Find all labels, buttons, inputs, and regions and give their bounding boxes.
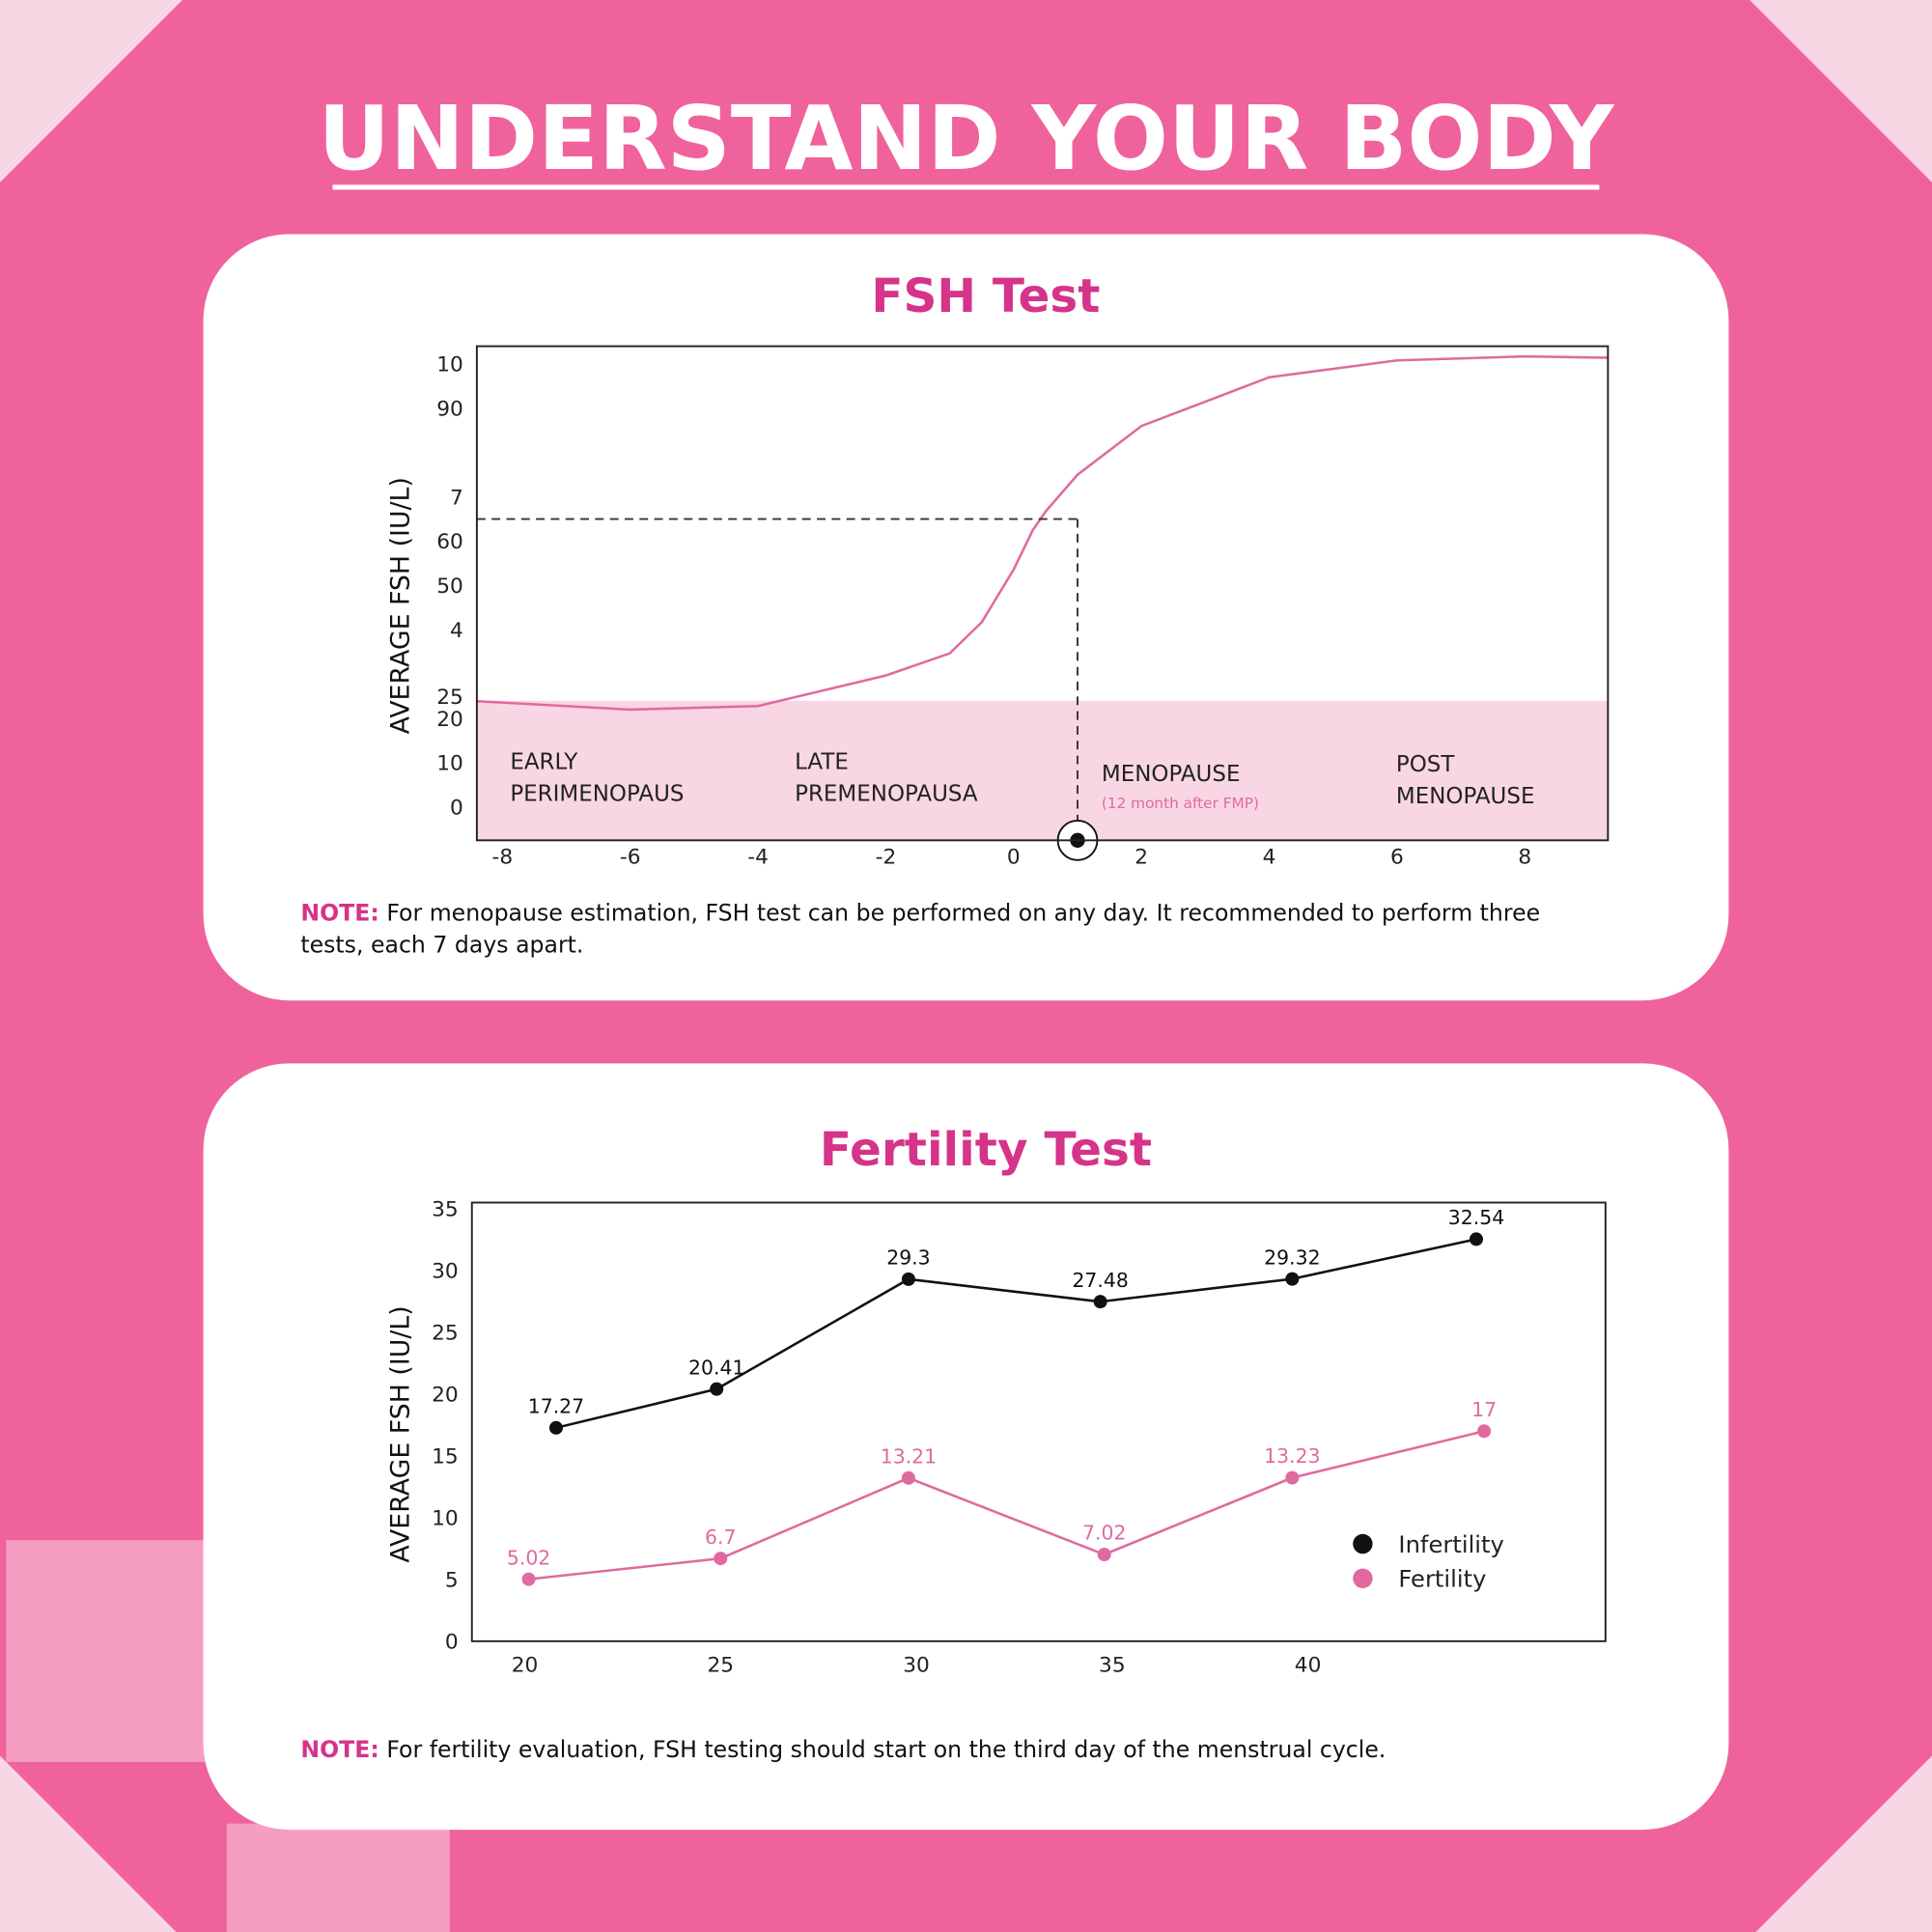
x-tick-label: 30 [903, 1654, 930, 1678]
y-tick-label: 30 [432, 1260, 459, 1284]
y-tick-label: 90 [436, 398, 463, 422]
note-label: NOTE: [300, 899, 378, 926]
value-label: 20.41 [688, 1356, 744, 1379]
point [548, 1420, 563, 1435]
y-tick-label: 10 [432, 1507, 459, 1531]
y-tick-label: 0 [445, 1630, 459, 1654]
point [901, 1272, 915, 1286]
fsh-curve [476, 354, 1609, 712]
note-text: For menopause estimation, FSH test can b… [386, 899, 1540, 926]
x-tick-label: 25 [707, 1654, 734, 1678]
x-tick-label: 20 [512, 1654, 539, 1678]
band [476, 700, 1609, 841]
decor-square [6, 1540, 210, 1762]
card [203, 234, 1729, 1001]
chart-title: FSH Test [871, 269, 1100, 323]
region-label: PERIMENOPAUS [510, 781, 684, 806]
point [1477, 1424, 1492, 1439]
value-label: 27.48 [1072, 1269, 1128, 1292]
region-label: MENOPAUSE [1396, 784, 1535, 809]
x-tick-label: 0 [1007, 846, 1021, 870]
point [1097, 1547, 1111, 1562]
y-tick-label: 15 [432, 1445, 459, 1470]
card [203, 1063, 1729, 1831]
value-label: 29.3 [886, 1246, 930, 1270]
y-tick-label: 0 [450, 797, 463, 821]
legend-marker [1353, 1568, 1373, 1588]
value-label: 29.32 [1264, 1246, 1320, 1269]
note-text: tests, each 7 days apart. [300, 931, 583, 958]
y-tick-label: 25 [436, 686, 463, 710]
chart-title: Fertility Test [820, 1123, 1152, 1177]
x-tick-label: 6 [1390, 846, 1404, 870]
note-gap [379, 1736, 387, 1763]
y-axis-label: AVERAGE FSH (IU/L) [386, 1305, 416, 1562]
region-label: LATE [795, 749, 849, 774]
x-tick-label: -8 [492, 846, 514, 870]
decor-square [226, 1823, 450, 1932]
point [521, 1572, 536, 1586]
y-tick-label: 20 [436, 708, 463, 732]
point [710, 1382, 724, 1396]
point [901, 1470, 915, 1485]
y-tick-label: 10 [436, 752, 463, 776]
y-tick-label: 10 [436, 353, 463, 378]
value-label: 13.21 [881, 1444, 937, 1468]
x-tick-label: -4 [747, 846, 769, 870]
x-tick-label: 40 [1295, 1654, 1322, 1678]
plot-frame [475, 345, 1610, 842]
y-tick-label: 50 [436, 574, 463, 599]
value-label: 13.23 [1264, 1444, 1320, 1468]
note: NOTE: For menopause estimation, FSH test… [300, 899, 1540, 926]
series-line [555, 1238, 1477, 1430]
point [1093, 1295, 1107, 1309]
corner [0, 1755, 177, 1932]
value-label: 17 [1471, 1398, 1497, 1421]
value-label: 5.02 [507, 1546, 550, 1569]
point [1285, 1272, 1300, 1286]
y-tick-label: 25 [432, 1322, 459, 1346]
x-tick-label: -2 [876, 846, 897, 870]
y-tick-label: 7 [450, 486, 463, 510]
point [1469, 1232, 1484, 1246]
legend-marker [1353, 1533, 1373, 1554]
region-label: POST [1396, 752, 1456, 777]
y-tick-label: 4 [450, 619, 463, 643]
y-tick-label: 20 [432, 1384, 459, 1408]
page-title: UNDERSTAND YOUR BODY [318, 87, 1615, 190]
region-label: MENOPAUSE [1102, 762, 1241, 787]
y-tick-label: 60 [436, 530, 463, 554]
x-tick-label: 2 [1134, 846, 1148, 870]
value-label: 7.02 [1082, 1522, 1126, 1545]
region-label: PREMENOPAUSA [795, 781, 978, 806]
point [1285, 1470, 1300, 1485]
point [714, 1552, 728, 1566]
x-tick-label: 35 [1099, 1654, 1126, 1678]
region-note: (12 month after FMP) [1102, 795, 1259, 812]
y-tick-label: 5 [445, 1568, 459, 1592]
x-tick-label: -6 [620, 846, 641, 870]
y-tick-label: 35 [432, 1198, 459, 1222]
x-tick-label: 4 [1263, 846, 1276, 870]
legend-label: Infertility [1398, 1530, 1503, 1558]
x-tick-label: 8 [1518, 846, 1531, 870]
value-label: 6.7 [705, 1526, 736, 1549]
value-label: 32.54 [1448, 1206, 1504, 1229]
region-label: EARLY [510, 749, 578, 774]
value-label: 17.27 [528, 1395, 584, 1418]
note-label: NOTE: [300, 1736, 378, 1763]
note-gap [379, 899, 387, 926]
note: NOTE: For fertility evaluation, FSH test… [300, 1736, 1386, 1763]
note: tests, each 7 days apart. [300, 931, 583, 958]
y-axis-label: AVERAGE FSH (IU/L) [386, 477, 416, 734]
note-text: For fertility evaluation, FSH testing sh… [386, 1736, 1386, 1763]
corner [1755, 1755, 1932, 1932]
plot-frame [470, 1201, 1607, 1642]
series-line [528, 1430, 1485, 1581]
legend-label: Fertility [1398, 1565, 1486, 1593]
